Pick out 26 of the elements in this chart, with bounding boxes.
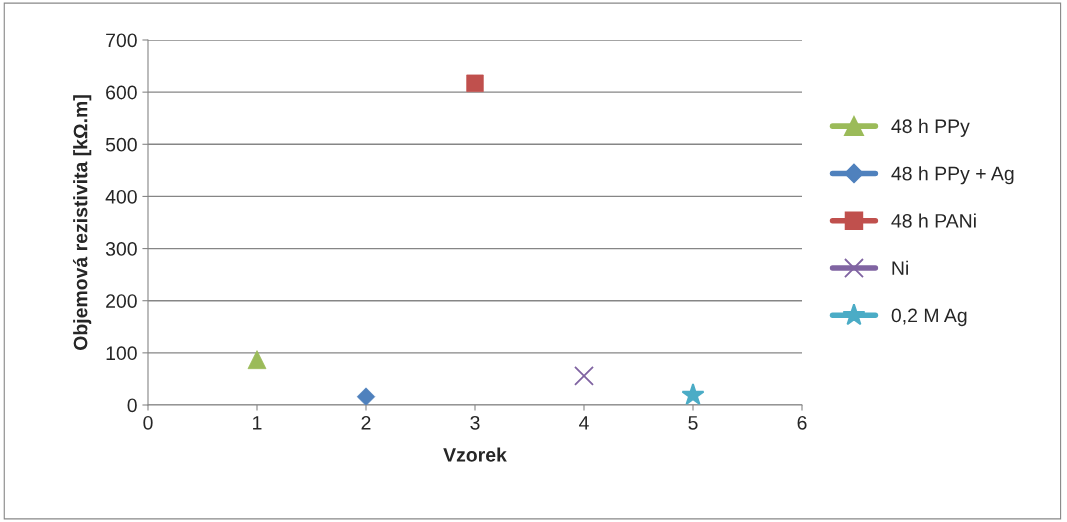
x-tick-label: 1 <box>253 416 262 430</box>
y-axis-title: Objemová rezistivita [kΩ.m] <box>72 95 92 350</box>
y-tick-label: 500 <box>105 137 137 152</box>
y-tick-label: 100 <box>106 346 137 361</box>
point <box>466 74 484 92</box>
y-tick-label: 400 <box>105 189 137 204</box>
x-tick-label: 2 <box>361 415 371 430</box>
x-axis-title: Vzorek <box>443 447 507 462</box>
x-tick-label: 5 <box>688 416 698 430</box>
legend-label: 0,2 M Ag <box>891 308 967 327</box>
legend-label: 48 h PPy + Ag <box>891 166 1014 185</box>
x-tick-label: 4 <box>579 416 589 430</box>
y-tick-label: 700 <box>106 33 137 48</box>
y-tick-label: 300 <box>105 242 137 256</box>
x-tick-label: 3 <box>470 415 480 430</box>
legend-label: 48 h PPy <box>891 118 970 137</box>
x-tick-label: 0 <box>143 415 153 430</box>
legend-label: Ni <box>892 260 908 275</box>
point <box>574 365 594 386</box>
point <box>681 383 705 405</box>
point <box>356 387 376 405</box>
y-tick-label: 0 <box>127 398 137 413</box>
x-tick-label: 6 <box>797 415 807 430</box>
y-tick-label: 600 <box>106 85 137 100</box>
y-tick-label: 200 <box>106 294 137 308</box>
legend-label: 48 h PANi <box>891 213 976 228</box>
